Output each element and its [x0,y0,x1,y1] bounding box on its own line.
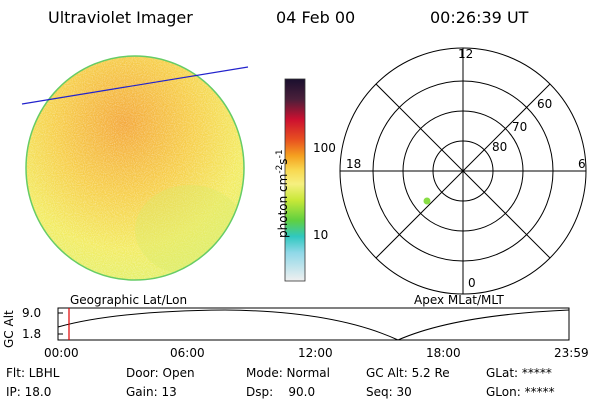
filter-value: Flt: LBHL [6,366,60,380]
image-date: 04 Feb 00 [276,8,356,27]
gc-alt-axis-title: GC Alt [2,310,16,348]
geo-latlon-label: Geographic Lat/Lon [70,293,188,307]
door-status: Door: Open [126,366,195,380]
mlt-label-18: 18 [346,157,362,171]
app-title: Ultraviolet Imager [48,8,193,27]
y-tick-1.8: 1.8 [22,327,42,341]
altitude-timeline [57,307,570,341]
lat-label-70: 70 [512,120,528,134]
scan-line [21,66,249,105]
colorbar-tick-100: 100 [313,141,336,155]
colorbar-tick-10: 10 [313,228,329,242]
y-tick-9: 9.0 [22,306,42,320]
gain-value: Gain: 13 [126,385,177,399]
mlt-label-6: 6 [578,157,586,171]
colorbar-unit: photon cm-2s-1 [275,149,290,238]
seq-value: Seq: 30 [366,385,412,399]
dsp-value: Dsp: 90.0 [246,385,316,399]
x-tick-2359: 23:59 [554,346,589,360]
polar-grid [339,47,587,295]
gc-alt-value: GC Alt: 5.2 Re [366,366,450,380]
uv-disk-image [21,55,249,281]
image-time: 00:26:39 UT [430,8,529,27]
altitude-curve [57,309,570,341]
mlt-label-12: 12 [458,47,474,61]
glon-value: GLon: ***** [486,385,555,399]
lat-label-60: 60 [537,97,553,111]
color-bar [284,78,306,282]
glat-value: GLat: ***** [486,366,552,380]
x-tick-1200: 12:00 [298,346,333,360]
x-tick-0600: 06:00 [170,346,205,360]
x-tick-0000: 00:00 [44,346,79,360]
x-tick-1800: 18:00 [426,346,461,360]
lat-label-80: 80 [492,140,508,154]
ip-value: IP: 18.0 [6,385,52,399]
polar-emission-dot [423,197,431,205]
mlt-label-0: 0 [468,276,476,290]
mode-value: Mode: Normal [246,366,330,380]
apex-label: Apex MLat/MLT [414,293,504,307]
